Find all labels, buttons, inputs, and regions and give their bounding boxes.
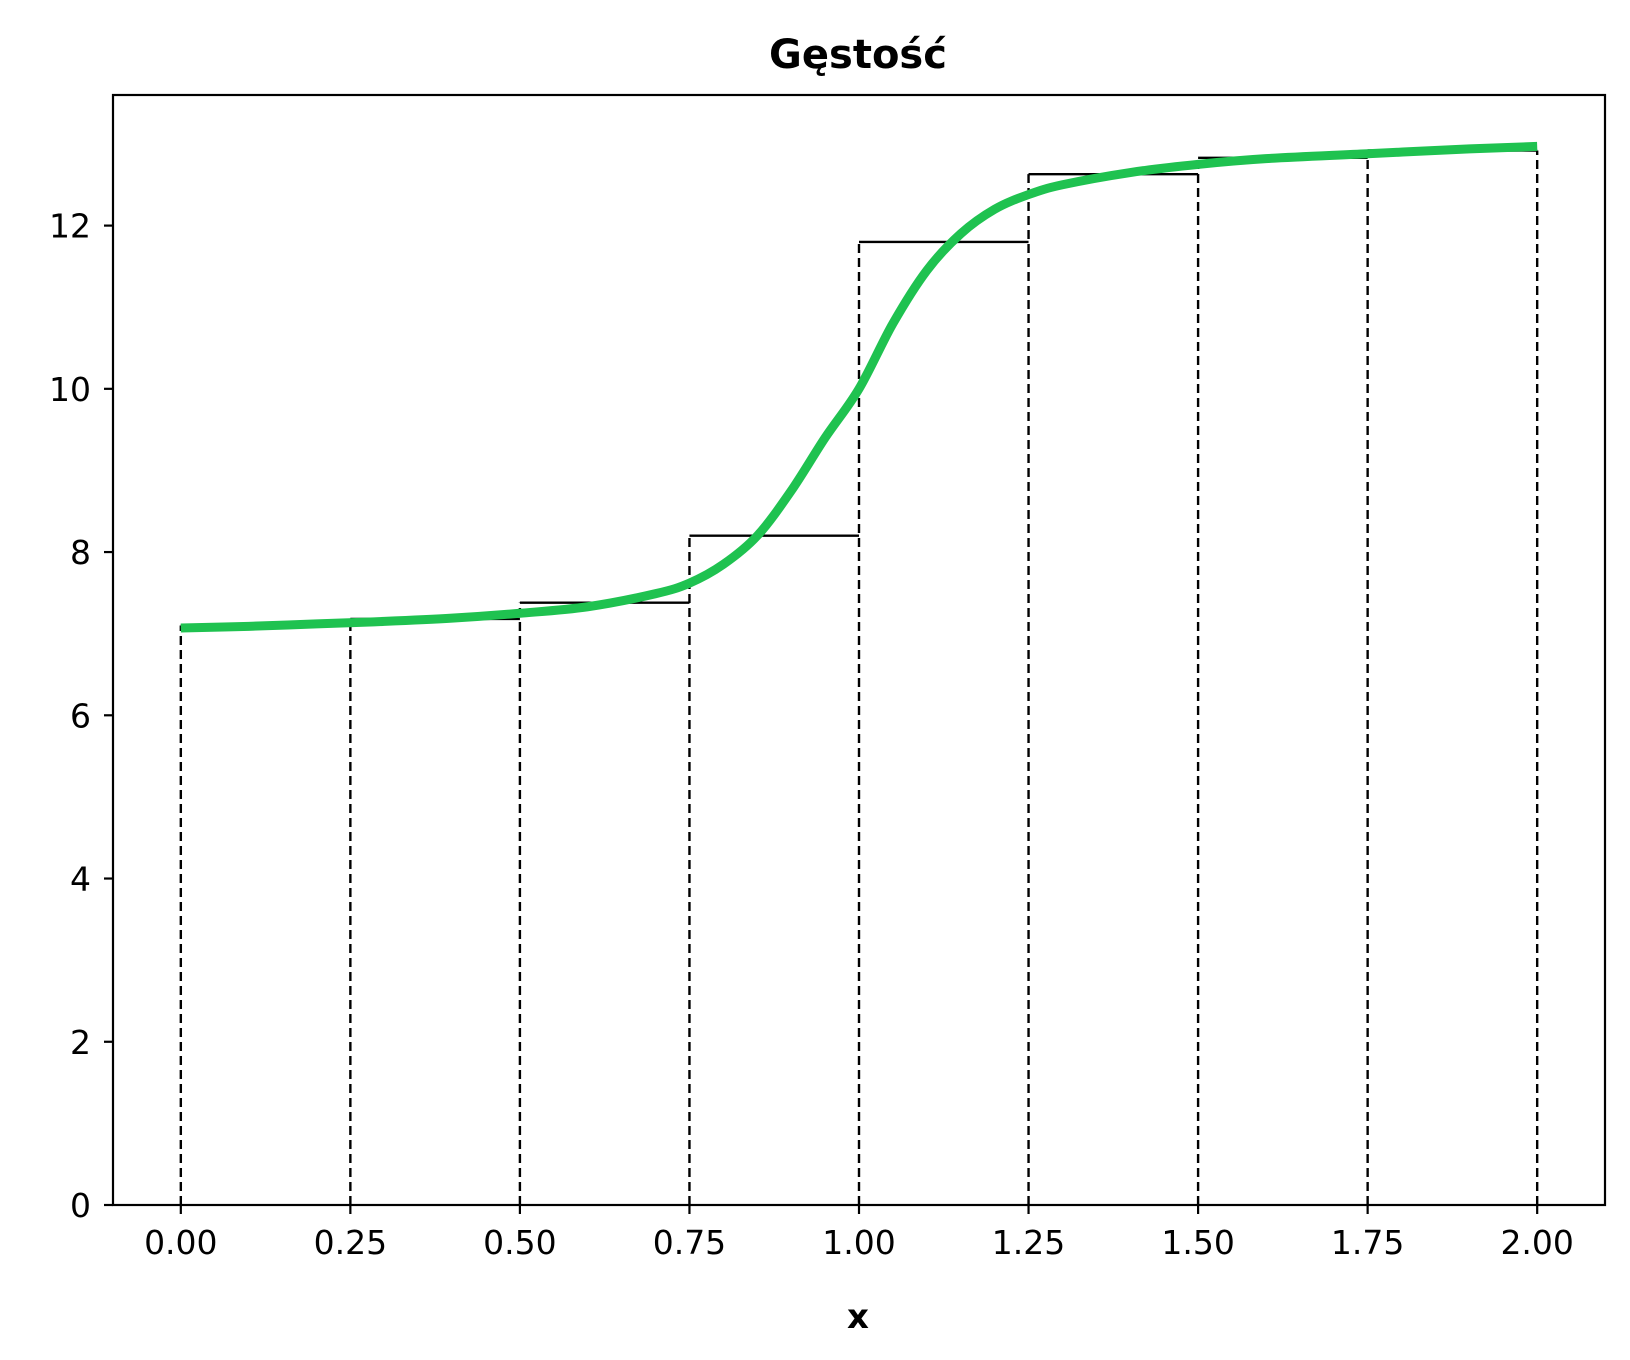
y-tick-label: 4 <box>70 860 91 899</box>
x-tick-label: 1.00 <box>822 1223 895 1262</box>
y-tick-label: 2 <box>70 1023 91 1062</box>
x-tick-label: 0.75 <box>653 1223 726 1262</box>
x-axis-label: x <box>847 1297 869 1337</box>
density-curve <box>180 141 1538 633</box>
x-tick-label: 1.50 <box>1161 1223 1234 1262</box>
ticks-layer: 0.00 0.25 0.50 0.75 1.00 1.25 1.50 1.75 2.00 0 2 4 6… <box>49 207 1574 1262</box>
y-tick-label: 12 <box>49 207 91 246</box>
plot-layer <box>179 141 1539 1205</box>
y-tick-label: 10 <box>49 370 91 409</box>
x-tick-label: 0.25 <box>314 1223 387 1262</box>
chart-title: Gęstość <box>769 32 947 78</box>
y-tick-label: 6 <box>70 696 91 735</box>
x-tick-label: 2.00 <box>1500 1223 1573 1262</box>
x-tick-label: 0.50 <box>483 1223 556 1262</box>
y-tick-label: 0 <box>70 1186 91 1225</box>
y-tick-label: 8 <box>70 533 91 572</box>
x-tick-label: 0.00 <box>144 1223 217 1262</box>
x-tick-label: 1.75 <box>1331 1223 1404 1262</box>
x-tick-label: 1.25 <box>992 1223 1065 1262</box>
